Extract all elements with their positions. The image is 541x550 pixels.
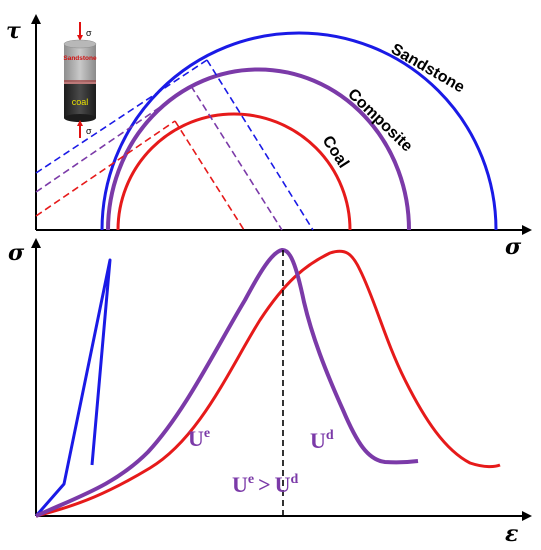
specimen-inset: σ Sandstone coal σ	[63, 22, 97, 138]
top-load-sigma: σ	[86, 28, 92, 38]
coal-specimen	[64, 84, 96, 118]
sandstone-radius	[206, 59, 314, 231]
coal-stress-strain-curve	[35, 249, 501, 518]
tau-axis-label: τ	[6, 18, 21, 44]
specimen-interface	[64, 80, 96, 84]
mohr-panel: τ σ Sandstone Composite Coal σ Sandstone	[6, 14, 532, 260]
coal-radius	[174, 120, 245, 231]
sandstone-specimen-label: Sandstone	[63, 55, 97, 62]
sigma-axis-label-bottom: σ	[8, 240, 25, 266]
dissipated-energy-label: Ud	[310, 428, 334, 453]
elastic-energy-label: Ue	[188, 426, 210, 451]
sandstone-circle	[100, 31, 498, 231]
coal-circle	[116, 112, 352, 231]
coal-specimen-label: coal	[72, 97, 89, 107]
composite-radius	[190, 85, 283, 231]
composite-stress-strain-curve	[35, 248, 419, 518]
energy-comparison-label: Ue > Ud	[232, 472, 299, 497]
sandstone-stress-strain-curve	[34, 258, 112, 517]
sigma-axis-label-top: σ	[505, 234, 522, 260]
specimen-bottom-face	[64, 114, 96, 122]
coal-envelope	[35, 120, 176, 217]
coal-label: Coal	[319, 133, 352, 171]
sandstone-envelope	[35, 59, 208, 174]
bottom-load-sigma: σ	[86, 126, 92, 136]
epsilon-axis-label: ε	[505, 521, 518, 547]
composite-label: Composite	[344, 86, 415, 156]
specimen-top-face	[63, 39, 97, 49]
sandstone-specimen	[64, 44, 96, 82]
composite-envelope	[35, 85, 192, 193]
stress-strain-panel: σ ε Ue Ud Ue > Ud	[8, 238, 532, 547]
composite-circle	[106, 67, 411, 231]
sandstone-label: Sandstone	[388, 41, 467, 97]
